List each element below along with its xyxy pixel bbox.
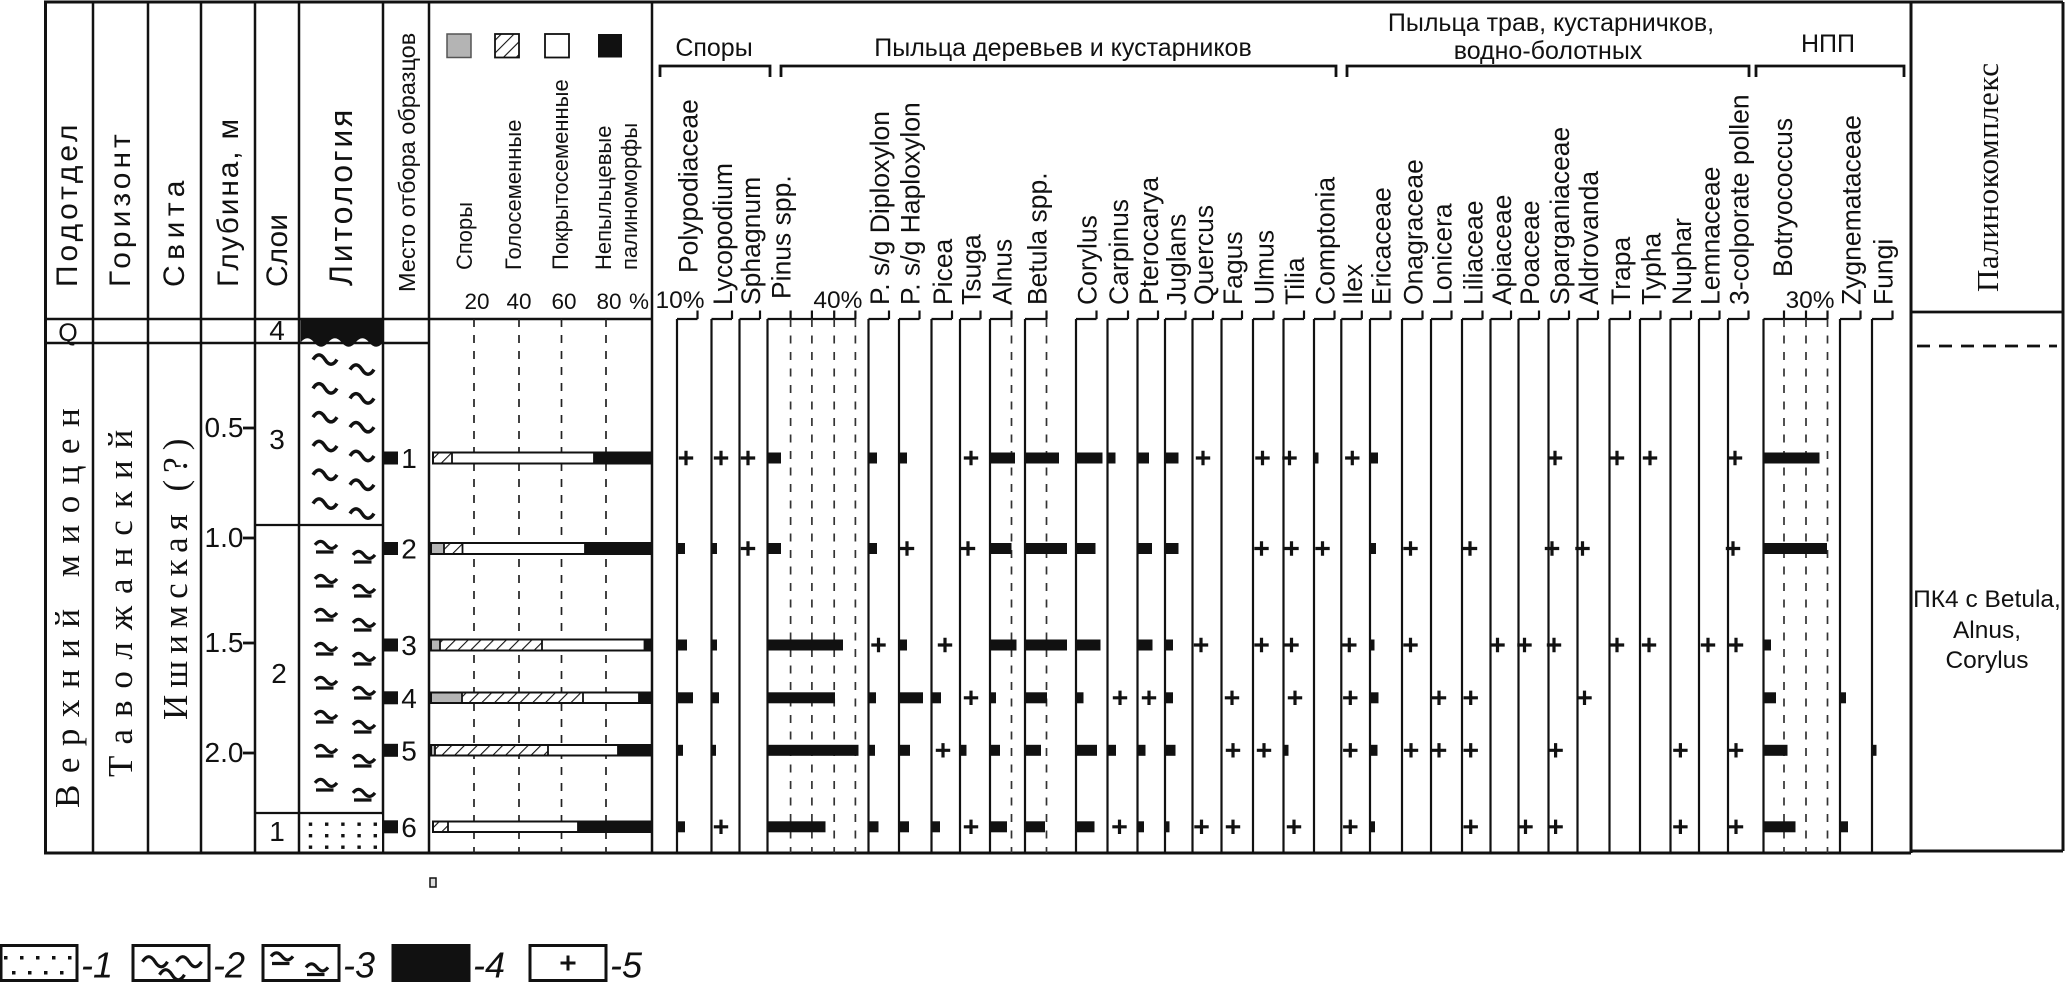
svg-text:Споры: Споры — [452, 202, 477, 270]
svg-text:6: 6 — [401, 812, 417, 843]
svg-text:Ericaceae: Ericaceae — [1367, 187, 1397, 305]
svg-text:40: 40 — [506, 289, 531, 314]
svg-text:Lemnaceae: Lemnaceae — [1696, 167, 1726, 306]
svg-text:Betula spp.: Betula spp. — [1023, 172, 1053, 305]
svg-text:Горизонт: Горизонт — [104, 130, 137, 287]
svg-text:Pterocarya: Pterocarya — [1134, 177, 1164, 305]
svg-text:Непыльцевые: Непыльцевые — [591, 126, 616, 270]
svg-text:Пыльца трав, кустарничков,: Пыльца трав, кустарничков, — [1388, 9, 1714, 37]
svg-text:Poaceae: Poaceae — [1515, 200, 1545, 305]
svg-text:Apiaceae: Apiaceae — [1487, 194, 1517, 305]
svg-text:Carpinus: Carpinus — [1104, 199, 1134, 305]
svg-text:Tilia: Tilia — [1280, 257, 1310, 305]
svg-text:-3: -3 — [343, 945, 375, 986]
svg-text:Onagraceae: Onagraceae — [1399, 159, 1429, 305]
svg-text:%: % — [629, 289, 649, 314]
svg-text:Палинокомплекс: Палинокомплекс — [1970, 63, 2005, 292]
svg-text:Ilex: Ilex — [1338, 264, 1368, 305]
svg-text:Nuphar: Nuphar — [1667, 218, 1697, 305]
svg-text:5: 5 — [401, 735, 417, 766]
svg-text:P. s/g Diploxylon: P. s/g Diploxylon — [865, 111, 895, 305]
svg-text:0.5: 0.5 — [205, 412, 244, 443]
svg-text:Lonicera: Lonicera — [1428, 203, 1458, 305]
svg-text:Alnus: Alnus — [988, 239, 1018, 305]
svg-text:40%: 40% — [813, 287, 862, 314]
svg-text:Corylus: Corylus — [1945, 647, 2028, 674]
svg-text:4: 4 — [401, 683, 417, 714]
svg-text:Слои: Слои — [261, 214, 294, 287]
svg-text:НПП: НПП — [1801, 30, 1855, 58]
svg-text:Sparganiaceae: Sparganiaceae — [1545, 127, 1575, 305]
svg-text:Botryococcus: Botryococcus — [1768, 118, 1798, 277]
svg-text:Zygnemataceae: Zygnemataceae — [1837, 115, 1867, 305]
svg-text:2.0: 2.0 — [205, 737, 244, 768]
svg-text:Juglans: Juglans — [1162, 214, 1192, 305]
svg-text:Alnus,: Alnus, — [1953, 617, 2021, 644]
svg-text:Picea: Picea — [928, 238, 958, 305]
svg-text:Литология: Литология — [323, 107, 359, 286]
svg-text:Место отбора образцов: Место отбора образцов — [394, 33, 420, 292]
svg-text:20: 20 — [464, 289, 489, 314]
svg-text:-2: -2 — [213, 945, 245, 986]
svg-text:Quercus: Quercus — [1189, 205, 1219, 305]
svg-text:Liliaceae: Liliaceae — [1459, 200, 1489, 305]
svg-text:Comptonia: Comptonia — [1311, 177, 1341, 305]
svg-text:Свита: Свита — [158, 175, 191, 287]
svg-text:1.5: 1.5 — [205, 627, 244, 658]
svg-text:Corylus: Corylus — [1073, 215, 1103, 305]
svg-text:Sphagnum: Sphagnum — [736, 177, 766, 305]
svg-text:60: 60 — [551, 289, 576, 314]
svg-text:Q: Q — [58, 319, 77, 347]
svg-text:Ишимская (?): Ишимская (?) — [156, 432, 195, 720]
svg-text:Typha: Typha — [1637, 233, 1667, 305]
svg-text:3-colporate pollen: 3-colporate pollen — [1725, 94, 1755, 305]
svg-text:Голосеменные: Голосеменные — [501, 120, 526, 270]
svg-text:3: 3 — [269, 424, 285, 455]
svg-text:Fagus: Fagus — [1218, 231, 1248, 305]
svg-text:-1: -1 — [81, 945, 113, 986]
svg-text:Глубина, м: Глубина, м — [212, 117, 245, 287]
svg-text:1: 1 — [401, 443, 417, 474]
svg-text:Lycopodium: Lycopodium — [708, 163, 738, 305]
svg-text:ПК4 с Betula,: ПК4 с Betula, — [1913, 586, 2061, 613]
svg-text:1: 1 — [269, 816, 285, 847]
svg-text:30%: 30% — [1785, 287, 1834, 314]
svg-text:водно-болотных: водно-болотных — [1454, 37, 1643, 65]
svg-text:Покрытосеменные: Покрытосеменные — [548, 79, 573, 270]
svg-text:палиноморфы: палиноморфы — [617, 123, 642, 270]
svg-text:-4: -4 — [473, 945, 505, 986]
svg-text:Polypodiaceae: Polypodiaceae — [674, 99, 704, 273]
svg-text:Ulmus: Ulmus — [1250, 230, 1280, 305]
svg-text:Tsuga: Tsuga — [957, 234, 987, 305]
svg-text:Споры: Споры — [675, 34, 752, 62]
svg-text:3: 3 — [401, 630, 417, 661]
svg-text:2: 2 — [401, 534, 417, 565]
svg-text:2: 2 — [271, 658, 287, 689]
svg-text:Pinus spp.: Pinus spp. — [767, 175, 797, 299]
svg-text:-5: -5 — [610, 945, 643, 986]
svg-text:Trapa: Trapa — [1606, 236, 1636, 305]
svg-text:P. s/g Haploxylon: P. s/g Haploxylon — [896, 102, 926, 305]
svg-text:1.0: 1.0 — [205, 522, 244, 553]
svg-text:Подотдел: Подотдел — [51, 120, 84, 287]
svg-text:80: 80 — [596, 289, 621, 314]
svg-text:Aldrovanda: Aldrovanda — [1574, 171, 1604, 305]
svg-text:Таволжанский: Таволжанский — [101, 418, 140, 777]
svg-text:4: 4 — [269, 315, 285, 346]
svg-text:Fungi: Fungi — [1869, 239, 1899, 305]
svg-text:Верхний миоцен: Верхний миоцен — [48, 397, 87, 808]
svg-text:10%: 10% — [655, 287, 704, 314]
svg-text:Пыльца деревьев и кустарников: Пыльца деревьев и кустарников — [874, 34, 1251, 62]
